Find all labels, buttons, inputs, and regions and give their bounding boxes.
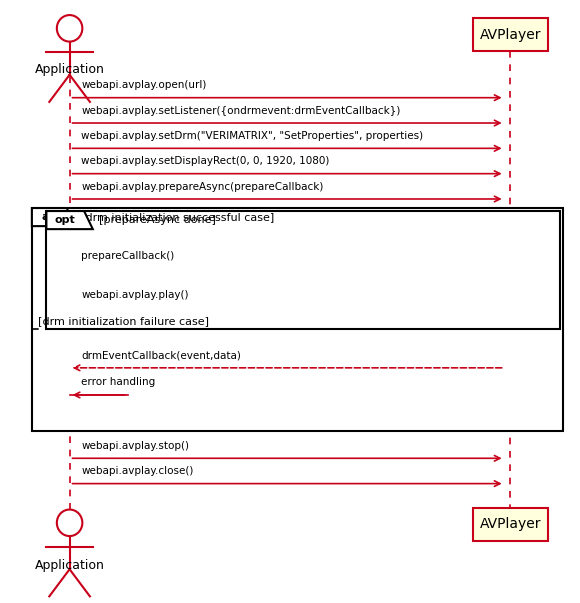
Text: AVPlayer: AVPlayer [480, 517, 541, 531]
Text: prepareCallback(): prepareCallback() [81, 251, 175, 261]
FancyBboxPatch shape [473, 508, 548, 541]
Text: opt: opt [55, 215, 75, 225]
Text: error handling: error handling [81, 377, 155, 387]
Text: webapi.avplay.stop(): webapi.avplay.stop() [81, 441, 189, 451]
FancyBboxPatch shape [473, 18, 548, 51]
Text: webapi.avplay.setDisplayRect(0, 0, 1920, 1080): webapi.avplay.setDisplayRect(0, 0, 1920,… [81, 156, 329, 166]
Text: AVPlayer: AVPlayer [480, 28, 541, 42]
Text: [prepareAsync done]: [prepareAsync done] [99, 215, 216, 225]
Text: Application: Application [35, 559, 104, 572]
Text: webapi.avplay.setListener({ondrmevent:drmEventCallback}): webapi.avplay.setListener({ondrmevent:dr… [81, 106, 401, 116]
Text: webapi.avplay.prepareAsync(prepareCallback): webapi.avplay.prepareAsync(prepareCallba… [81, 182, 324, 192]
Text: [drm initialization failure case]: [drm initialization failure case] [38, 315, 209, 326]
Polygon shape [32, 208, 75, 226]
Text: webapi.avplay.close(): webapi.avplay.close() [81, 466, 194, 476]
FancyBboxPatch shape [32, 208, 563, 431]
Text: webapi.avplay.setDrm("VERIMATRIX", "SetProperties", properties): webapi.avplay.setDrm("VERIMATRIX", "SetP… [81, 131, 423, 141]
Text: alt: alt [41, 212, 57, 222]
Text: drmEventCallback(event,data): drmEventCallback(event,data) [81, 350, 241, 361]
Text: webapi.avplay.open(url): webapi.avplay.open(url) [81, 80, 206, 90]
Text: [drm initialization successful case]: [drm initialization successful case] [81, 212, 274, 222]
Polygon shape [46, 211, 93, 229]
Text: Application: Application [35, 63, 104, 77]
Text: webapi.avplay.play(): webapi.avplay.play() [81, 290, 188, 300]
FancyBboxPatch shape [46, 211, 560, 329]
